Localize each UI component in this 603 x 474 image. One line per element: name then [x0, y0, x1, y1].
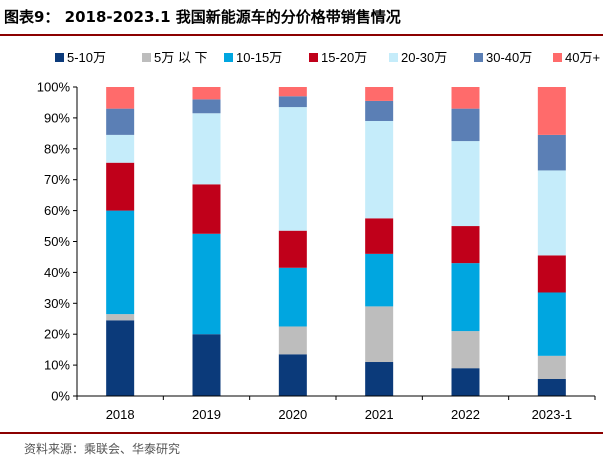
- y-tick-label: 20%: [44, 327, 70, 342]
- legend-label-6: 40万+: [565, 50, 600, 65]
- legend-label-3: 15-20万: [321, 50, 367, 65]
- bar-segment-2021-0: [365, 362, 394, 396]
- bar-segment-2020-3: [278, 230, 307, 268]
- bar-segment-2023-1-6: [537, 87, 566, 135]
- bar-segment-2021-6: [365, 87, 394, 101]
- bar-segment-2020-2: [278, 267, 307, 327]
- legend-swatch-5: [474, 53, 483, 62]
- x-tick-label: 2019: [192, 407, 221, 422]
- source-note: 资料来源：乘联会、华泰研究: [24, 442, 181, 456]
- y-tick-label: 40%: [44, 265, 70, 280]
- legend-label-0: 5-10万: [67, 50, 106, 65]
- bar-segment-2019-3: [192, 184, 221, 234]
- bar-segment-2018-6: [106, 87, 135, 109]
- bar-segment-2021-4: [365, 120, 394, 219]
- y-tick-label: 100%: [37, 80, 71, 95]
- bar-segment-2020-0: [278, 354, 307, 396]
- bar-segment-2018-2: [106, 210, 135, 315]
- bar-segment-2022-6: [451, 87, 480, 109]
- bar-segment-2020-6: [278, 87, 307, 97]
- figure-title: 图表9： 2018-2023.1 我国新能源车的分价格带销售情况: [4, 8, 401, 26]
- legend-swatch-4: [389, 53, 398, 62]
- bar-segment-2022-4: [451, 141, 480, 227]
- bar-segment-2019-2: [192, 233, 221, 335]
- legend-swatch-2: [224, 53, 233, 62]
- bar-segment-2018-4: [106, 134, 135, 163]
- y-tick-label: 0%: [51, 389, 70, 404]
- bar-segment-2023-1-3: [537, 255, 566, 293]
- bar-segment-2018-0: [106, 320, 135, 396]
- bar-segment-2019-0: [192, 334, 221, 396]
- legend-swatch-3: [309, 53, 318, 62]
- legend-swatch-0: [55, 53, 64, 62]
- y-tick-label: 60%: [44, 203, 70, 218]
- legend: 5-10万 5万 以 下 10-15万 15-20万 20-30万 30-40万 40万+: [55, 50, 600, 65]
- bar-segment-2021-2: [365, 253, 394, 307]
- bar-segment-2019-6: [192, 87, 221, 100]
- bar-segment-2019-4: [192, 113, 221, 185]
- legend-label-5: 30-40万: [486, 50, 532, 65]
- bar-segment-2023-1-1: [537, 355, 566, 380]
- x-tick-label: 2020: [278, 407, 307, 422]
- bar-segment-2021-1: [365, 306, 394, 363]
- y-tick-label: 10%: [44, 358, 70, 373]
- bar-segment-2020-1: [278, 326, 307, 355]
- x-tick-label: 2022: [451, 407, 480, 422]
- bar-segment-2022-2: [451, 263, 480, 332]
- bar-segment-2022-0: [451, 368, 480, 396]
- y-tick-label: 80%: [44, 141, 70, 156]
- bar-segment-2018-5: [106, 108, 135, 135]
- bottom-rule: [0, 432, 603, 434]
- x-tick-label: 2023-1: [532, 407, 572, 422]
- bar-segment-2020-4: [278, 107, 307, 231]
- bar-segment-2022-5: [451, 108, 480, 142]
- legend-label-4: 20-30万: [401, 50, 447, 65]
- legend-swatch-6: [553, 53, 562, 62]
- y-axis: 0% 10% 20% 30% 40% 50% 60% 70% 80% 90% 100%: [37, 80, 78, 404]
- bar-segment-2023-1-0: [537, 379, 566, 396]
- y-tick-label: 50%: [44, 234, 70, 249]
- bar-segment-2018-3: [106, 162, 135, 211]
- legend-swatch-1: [142, 53, 151, 62]
- x-axis: 2018 2019 2020 2021 2022 2023-1: [76, 395, 596, 422]
- x-tick-label: 2018: [106, 407, 135, 422]
- x-tick-label: 2021: [365, 407, 394, 422]
- bar-segment-2023-1-2: [537, 292, 566, 356]
- y-tick-label: 70%: [44, 172, 70, 187]
- legend-label-1: 5万 以 下: [154, 50, 207, 65]
- bar-segment-2019-5: [192, 99, 221, 114]
- bars: [106, 87, 566, 396]
- bar-segment-2022-1: [451, 331, 480, 369]
- bar-segment-2023-1-4: [537, 170, 566, 256]
- bar-segment-2021-3: [365, 218, 394, 254]
- bar-segment-2023-1-5: [537, 134, 566, 171]
- legend-label-2: 10-15万: [236, 50, 282, 65]
- y-tick-label: 30%: [44, 296, 70, 311]
- bar-segment-2022-3: [451, 226, 480, 264]
- bar-segment-2020-5: [278, 96, 307, 108]
- bar-segment-2021-5: [365, 100, 394, 121]
- y-tick-label: 90%: [44, 110, 70, 125]
- bar-segment-2018-1: [106, 314, 135, 321]
- title-bar: 图表9： 2018-2023.1 我国新能源车的分价格带销售情况: [0, 0, 603, 36]
